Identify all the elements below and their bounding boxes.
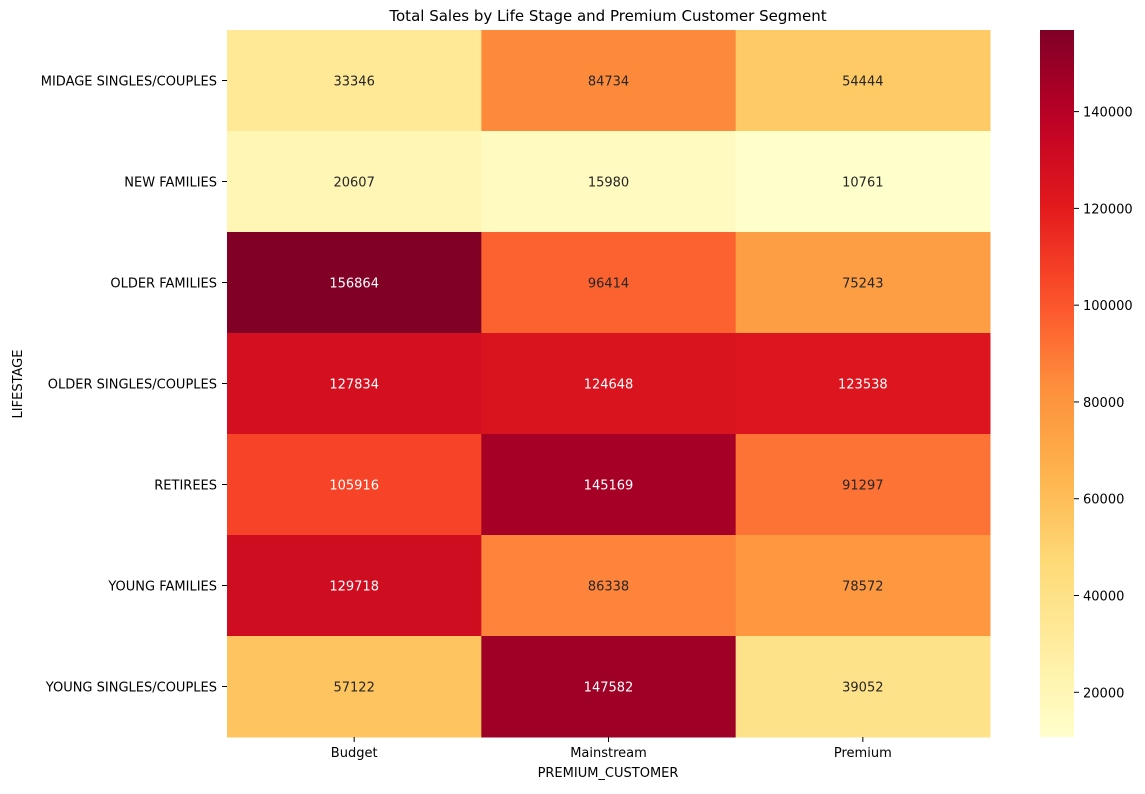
heatmap-cell bbox=[735, 232, 991, 334]
cell-value-label: 156864 bbox=[329, 277, 379, 292]
heatmap-cell bbox=[227, 131, 482, 233]
y-tick-label: YOUNG FAMILIES bbox=[107, 580, 217, 595]
chart-title: Total Sales by Life Stage and Premium Cu… bbox=[388, 7, 826, 25]
heatmap-cell bbox=[227, 30, 482, 132]
cell-value-label: 75243 bbox=[842, 277, 883, 292]
colorbar-tick-label: 80000 bbox=[1083, 396, 1124, 411]
heatmap-cell bbox=[735, 636, 991, 738]
heatmap-cell bbox=[735, 535, 991, 637]
cell-value-label: 39052 bbox=[842, 681, 883, 696]
cell-value-label: 78572 bbox=[842, 580, 883, 595]
cell-value-label: 10761 bbox=[842, 176, 883, 191]
y-tick-label: RETIREES bbox=[154, 479, 217, 494]
heatmap-cells bbox=[227, 30, 991, 738]
cell-value-label: 147582 bbox=[584, 681, 634, 696]
y-tick-label: YOUNG SINGLES/COUPLES bbox=[45, 681, 217, 696]
heatmap-cell bbox=[481, 131, 737, 233]
y-tick-label: MIDAGE SINGLES/COUPLES bbox=[41, 75, 217, 90]
heatmap-cell bbox=[227, 232, 482, 334]
x-tick-label: Budget bbox=[331, 746, 378, 761]
cell-value-label: 127834 bbox=[329, 378, 379, 393]
heatmap-cell bbox=[735, 131, 991, 233]
heatmap-cell bbox=[227, 535, 482, 637]
colorbar-gradient bbox=[1040, 30, 1074, 737]
x-tick-labels: Budget Mainstream Premium bbox=[331, 737, 892, 761]
colorbar-tick-label: 40000 bbox=[1083, 590, 1124, 605]
colorbar-tick-label: 60000 bbox=[1083, 493, 1124, 508]
heatmap-cell bbox=[481, 333, 737, 435]
cell-value-label: 33346 bbox=[333, 75, 374, 90]
y-tick-label: OLDER SINGLES/COUPLES bbox=[48, 378, 217, 393]
heatmap-cell bbox=[227, 636, 482, 738]
cell-value-label: 105916 bbox=[329, 479, 379, 494]
heatmap-cell bbox=[735, 30, 991, 132]
cell-value-label: 15980 bbox=[588, 176, 629, 191]
heatmap-cell bbox=[735, 333, 991, 435]
heatmap-cell bbox=[481, 232, 737, 334]
heatmap-cell bbox=[227, 333, 482, 435]
cell-value-label: 84734 bbox=[588, 75, 629, 90]
cell-annotations: 33346 84734 54444 20607 15980 10761 156864 9641… bbox=[329, 75, 887, 696]
heatmap-cell bbox=[481, 636, 737, 738]
colorbar-tick-label: 140000 bbox=[1083, 106, 1133, 121]
cell-value-label: 86338 bbox=[588, 580, 629, 595]
y-tick-labels: MIDAGE SINGLES/COUPLES NEW FAMILIES OLDER … bbox=[41, 75, 227, 696]
cell-value-label: 54444 bbox=[842, 75, 883, 90]
cell-value-label: 145169 bbox=[584, 479, 634, 494]
colorbar-tick-label: 120000 bbox=[1083, 202, 1133, 217]
x-tick-label: Premium bbox=[834, 746, 892, 761]
x-tick-label: Mainstream bbox=[570, 746, 647, 761]
cell-value-label: 57122 bbox=[333, 681, 374, 696]
heatmap-cell bbox=[735, 434, 991, 536]
colorbar: 20000 40000 60000 80000 100000 120000 140000 bbox=[1040, 30, 1133, 737]
y-axis-label: LIFESTAGE bbox=[11, 350, 26, 419]
heatmap-cell bbox=[227, 434, 482, 536]
cell-value-label: 91297 bbox=[842, 479, 883, 494]
cell-value-label: 129718 bbox=[329, 580, 379, 595]
heatmap-cell bbox=[481, 535, 737, 637]
x-axis-label: PREMIUM_CUSTOMER bbox=[538, 766, 679, 781]
colorbar-tick-label: 100000 bbox=[1083, 299, 1133, 314]
cell-value-label: 96414 bbox=[588, 277, 629, 292]
cell-value-label: 124648 bbox=[584, 378, 634, 393]
y-tick-label: OLDER FAMILIES bbox=[110, 277, 217, 292]
heatmap-cell bbox=[481, 434, 737, 536]
cell-value-label: 20607 bbox=[333, 176, 374, 191]
cell-value-label: 123538 bbox=[838, 378, 888, 393]
heatmap-cell bbox=[481, 30, 737, 132]
y-tick-label: NEW FAMILIES bbox=[124, 176, 217, 191]
colorbar-tick-label: 20000 bbox=[1083, 686, 1124, 701]
